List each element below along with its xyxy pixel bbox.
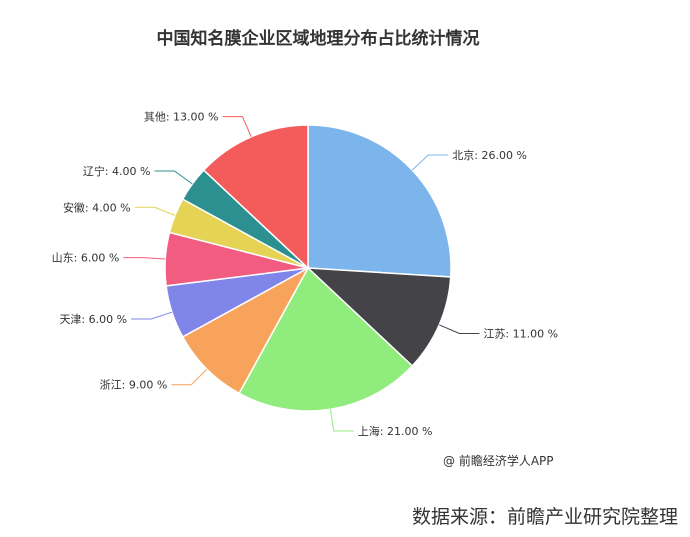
slice-label-3: 浙江: 9.00 %: [100, 379, 168, 392]
credit-text: @ 前瞻经济学人APP: [443, 453, 554, 468]
leader-line-3: [171, 368, 208, 386]
leader-line-5: [123, 257, 166, 260]
slice-labels: 北京: 26.00 % 江苏: 11.00 % 上海: 21.00 % 浙江: 9.0…: [52, 111, 558, 438]
pie-slice-0: [307, 124, 452, 278]
slice-label-4: 天津: 6.00 %: [59, 313, 127, 326]
slice-label-7: 辽宁: 4.00 %: [83, 164, 151, 178]
leader-line-0: [411, 154, 449, 171]
slice-label-5: 山东: 6.00 %: [52, 252, 120, 265]
slice-label-0: 北京: 26.00 %: [452, 148, 527, 162]
slice-label-6: 安徽: 4.00 %: [63, 200, 131, 214]
slice-label-8: 其他: 13.00 %: [144, 111, 219, 124]
pie-slice-2: [238, 266, 414, 412]
leader-line-6: [134, 206, 176, 216]
slice-label-2: 上海: 21.00 %: [358, 424, 433, 438]
leader-line-7: [154, 170, 193, 185]
leader-line-2: [329, 409, 354, 432]
source-note: 数据来源：前瞻产业研究院整理: [412, 506, 678, 528]
leader-line-4: [131, 311, 173, 320]
leader-line-1: [439, 324, 480, 334]
leader-lines: [123, 116, 480, 432]
leader-line-8: [222, 116, 252, 137]
chart-title: 中国知名膜企业区域地理分布占比统计情况: [157, 28, 480, 49]
slice-label-1: 江苏: 11.00 %: [483, 328, 558, 341]
pie-slice-3: [181, 266, 310, 395]
pie-slices: [164, 124, 452, 412]
